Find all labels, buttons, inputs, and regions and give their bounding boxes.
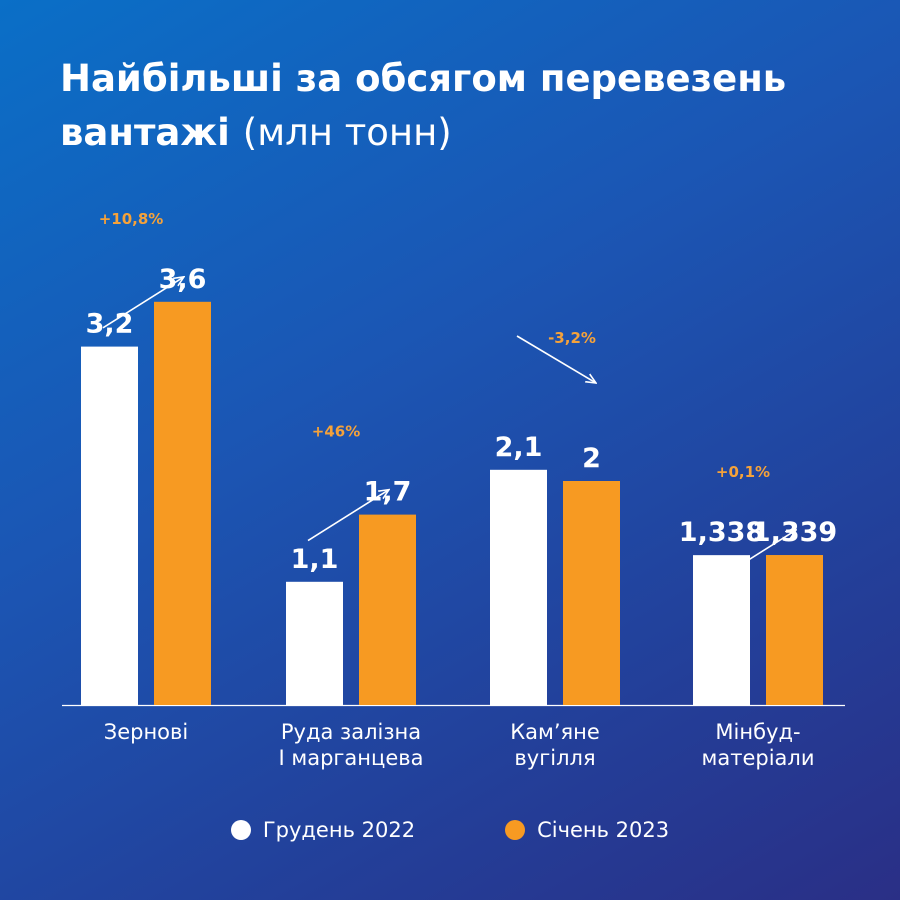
- title-main: Найбільші за обсягом перевезень вантажі: [60, 57, 787, 154]
- data-label-january-1: 1,7: [364, 477, 412, 508]
- bar-january-2: [563, 481, 620, 705]
- change-label-0: +10,8%: [99, 210, 164, 228]
- change-arrow-2: [516, 335, 596, 383]
- data-label-december-1: 1,1: [291, 544, 339, 575]
- legend: Грудень 2022 Січень 2023: [0, 818, 900, 842]
- change-label-2: -3,2%: [548, 329, 596, 347]
- category-label-2-line-1: вугілля: [514, 746, 595, 770]
- change-arrow-3: [714, 530, 796, 582]
- change-label-1: +46%: [312, 423, 360, 441]
- bar-december-1: [286, 581, 343, 705]
- category-label-1-line-0: Руда залізна: [281, 720, 421, 744]
- bar-december-2: [490, 469, 547, 705]
- legend-dot-white: [230, 820, 251, 840]
- change-label-3: +0,1%: [716, 463, 770, 481]
- data-label-january-3: 1,339: [752, 517, 837, 548]
- data-label-january-2: 2: [582, 443, 601, 474]
- legend-item-december-2022: Грудень 2022: [230, 818, 416, 842]
- title-unit: (млн тонн): [242, 111, 452, 154]
- legend-item-january-2023: Січень 2023: [505, 818, 669, 842]
- change-arrow-1: [307, 490, 389, 542]
- category-label-2-line-0: Кам’яне: [510, 720, 600, 744]
- legend-label-december-2022: Грудень 2022: [262, 818, 416, 842]
- bar-january-1: [359, 514, 416, 705]
- legend-dot-orange: [505, 820, 526, 840]
- bar-january-0: [154, 301, 211, 705]
- category-label-1-line-1: І марганцева: [278, 746, 423, 770]
- bar-december-0: [81, 346, 138, 705]
- chart-title: Найбільші за обсягом перевезень вантажі …: [60, 52, 880, 160]
- data-label-december-3: 1,338: [679, 517, 764, 548]
- change-arrow-0: [102, 277, 184, 329]
- bar-december-3: [693, 555, 750, 705]
- category-label-3-line-0: Мінбуд-: [715, 720, 800, 744]
- category-label-3-line-1: матеріали: [702, 746, 815, 770]
- data-label-december-2: 2,1: [495, 432, 543, 463]
- data-label-january-0: 3,6: [159, 264, 207, 295]
- bar-january-3: [766, 555, 823, 705]
- legend-label-january-2023: Січень 2023: [537, 818, 670, 842]
- category-label-0-line-0: Зернові: [104, 720, 189, 744]
